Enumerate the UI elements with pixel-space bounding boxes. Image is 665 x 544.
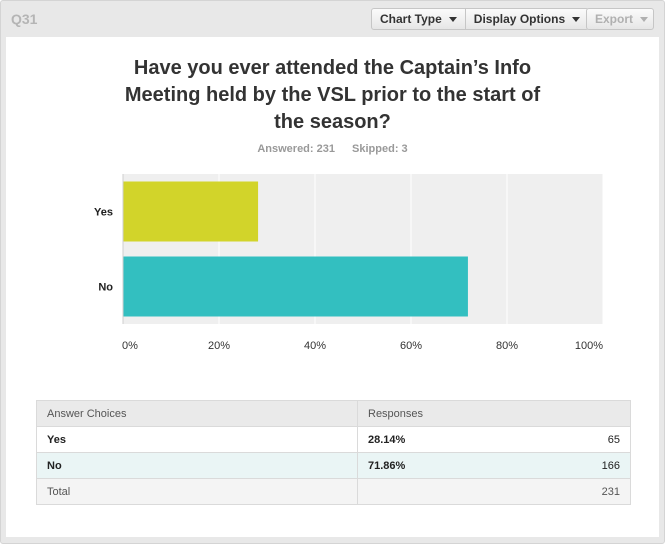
x-tick-label: 20% bbox=[208, 340, 230, 352]
chart-type-label: Chart Type bbox=[380, 12, 442, 26]
answered-count: Answered: 231 bbox=[257, 143, 335, 155]
question-title: Have you ever attended the Captain’s Inf… bbox=[6, 55, 659, 136]
total-count: 231 bbox=[520, 478, 631, 505]
x-tick-label: 0% bbox=[122, 340, 138, 352]
table-header-row: Answer Choices Responses bbox=[36, 400, 631, 427]
chart-type-button[interactable]: Chart Type bbox=[371, 8, 466, 30]
question-title-line: Have you ever attended the Captain’s Inf… bbox=[133, 57, 532, 79]
x-tick-label: 40% bbox=[304, 340, 326, 352]
chevron-down-icon bbox=[640, 16, 649, 22]
column-header-responses: Responses bbox=[357, 400, 631, 427]
table-row: No 71.86% 166 bbox=[36, 452, 631, 479]
question-card: Have you ever attended the Captain’s Inf… bbox=[6, 37, 659, 537]
export-button[interactable]: Export bbox=[586, 8, 654, 30]
bar bbox=[123, 181, 259, 242]
response-count: 65 bbox=[520, 426, 631, 453]
x-tick-label: 80% bbox=[496, 340, 518, 352]
chevron-down-icon bbox=[448, 16, 457, 22]
x-tick-label: 60% bbox=[400, 340, 422, 352]
x-tick-label: 100% bbox=[575, 340, 603, 352]
category-label: No bbox=[98, 282, 113, 294]
response-table: Answer Choices Responses Yes 28.14% 65 N… bbox=[36, 400, 631, 505]
bar bbox=[123, 256, 468, 317]
total-label: Total bbox=[36, 478, 358, 505]
table-row: Yes 28.14% 65 bbox=[36, 426, 631, 453]
bar-chart: 0% 20% 40% 60% 80% 100% Yes No bbox=[94, 174, 604, 352]
question-number: Q31 bbox=[11, 11, 38, 27]
table-total-row: Total 231 bbox=[36, 478, 631, 505]
question-title-line: Meeting held by the VSL prior to the sta… bbox=[124, 84, 541, 106]
response-percent: 71.86% bbox=[356, 452, 521, 479]
chart-toolbar: Chart Type Display Options bbox=[371, 8, 590, 30]
display-options-button[interactable]: Display Options bbox=[465, 8, 590, 30]
answer-choice: Yes bbox=[36, 426, 358, 453]
response-summary: Answered: 231 Skipped: 3 bbox=[6, 143, 659, 155]
question-title-line: the season? bbox=[274, 111, 391, 133]
category-label: Yes bbox=[94, 207, 113, 219]
answer-choice: No bbox=[36, 452, 358, 479]
response-count: 166 bbox=[520, 452, 631, 479]
display-options-label: Display Options bbox=[473, 12, 566, 26]
chevron-down-icon bbox=[572, 16, 581, 22]
export-label: Export bbox=[595, 12, 634, 26]
response-percent: 28.14% bbox=[356, 426, 521, 453]
column-header-answer-choices: Answer Choices bbox=[36, 400, 358, 427]
skipped-count: Skipped: 3 bbox=[352, 143, 408, 155]
